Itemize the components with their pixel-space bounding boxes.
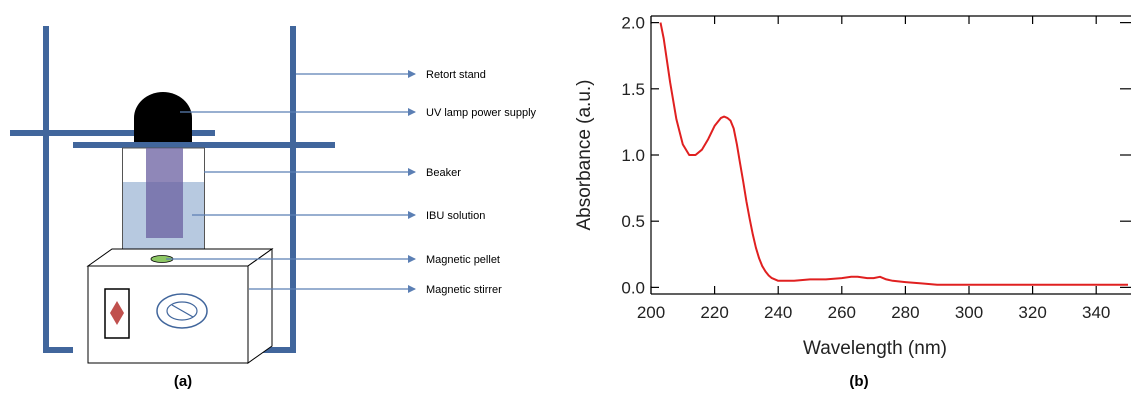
label-magnetic-stirrer: Magnetic stirrer (426, 284, 502, 296)
label-ibu-solution: IBU solution (426, 210, 485, 222)
x-tick-label: 280 (891, 303, 919, 322)
stirrer-indicator-icon (110, 301, 124, 325)
absorbance-series-line (659, 22, 1128, 286)
x-tick-label: 200 (637, 303, 665, 322)
stirrer-side (247, 248, 273, 364)
absorbance-chart: 200 220 240 260 280 300 320 3400.00.51.01.52.0 … (574, 14, 1131, 390)
beaker (122, 147, 205, 267)
stirrer-knob-inner (166, 301, 198, 321)
y-tick-label: 1.0 (621, 146, 645, 165)
label-beaker: Beaker (426, 167, 461, 179)
stirrer-top (86, 248, 274, 267)
stand-left-pole (43, 26, 49, 350)
retort-stand (10, 26, 335, 353)
uv-lamp-rod (146, 148, 183, 238)
x-tick-label: 300 (955, 303, 983, 322)
stirrer-knob-marker (171, 304, 194, 318)
y-tick-label: 0.0 (621, 278, 645, 297)
x-tick-label: 260 (828, 303, 856, 322)
stand-support-bar (73, 142, 335, 148)
x-tick-label: 240 (764, 303, 792, 322)
magnetic-stirrer (86, 248, 274, 364)
y-axis-label: Absorbance (a.u.) (574, 79, 595, 230)
label-retort-stand: Retort stand (426, 69, 486, 81)
y-tick-label: 1.5 (621, 80, 645, 99)
stand-left-foot (43, 347, 73, 353)
x-axis-label: Wavelength (nm) (803, 338, 947, 359)
caption-a: (a) (174, 373, 192, 390)
x-tick-label: 220 (700, 303, 728, 322)
stand-right-foot (243, 347, 296, 353)
y-tick-label: 0.5 (621, 212, 645, 231)
uv-lamp-power-supply (134, 92, 192, 142)
stand-right-pole (290, 26, 296, 350)
label-uv-lamp: UV lamp power supply (426, 107, 537, 119)
caption-b: (b) (849, 373, 868, 390)
chart-ticks: 200 220 240 260 280 300 320 340 0.0 0.5 1.0 1.5 2.0 (621, 14, 1131, 322)
apparatus-diagram: Retort stand UV lamp power supply Beaker… (10, 26, 537, 390)
stand-clamp-bar (10, 130, 215, 136)
x-tick-label: 320 (1018, 303, 1046, 322)
stirrer-knob-icon (156, 293, 208, 329)
x-tick-label: 340 (1082, 303, 1110, 322)
callout-arrows (166, 70, 416, 293)
y-tick-label: 2.0 (621, 14, 645, 33)
label-magnetic-pellet: Magnetic pellet (426, 254, 500, 266)
